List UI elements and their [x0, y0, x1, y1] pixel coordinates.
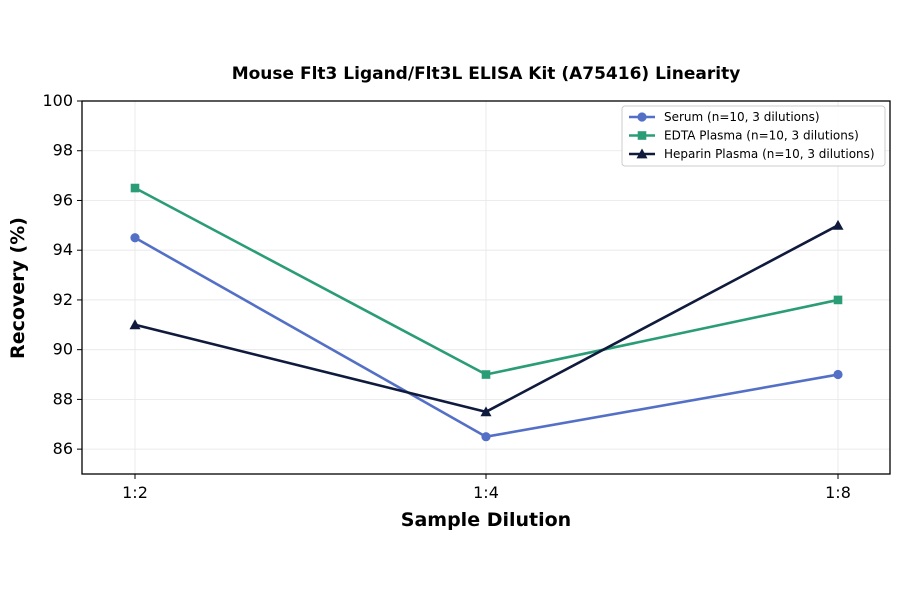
axis-ticks: 86 88 90 92 94 96 98 100 1:2 1:4 1:8: [42, 91, 850, 502]
series-edta: [130, 183, 843, 379]
y-tick-label: 100: [42, 91, 73, 110]
legend-marker: [637, 112, 647, 122]
chart-title: Mouse Flt3 Ligand/Flt3L ELISA Kit (A7541…: [232, 64, 741, 84]
x-tick-label: 1:2: [122, 483, 148, 502]
legend-label: Heparin Plasma (n=10, 3 dilutions): [664, 147, 875, 161]
legend-marker: [636, 148, 648, 159]
data-point-serum: [130, 233, 140, 243]
series-group: [129, 183, 844, 442]
y-tick-label: 88: [53, 389, 73, 408]
y-tick-label: 98: [53, 141, 73, 160]
data-point-heparin: [129, 319, 141, 330]
y-tick-label: 86: [53, 439, 73, 458]
data-point-serum: [481, 432, 491, 442]
data-point-heparin: [832, 219, 844, 230]
legend-label: EDTA Plasma (n=10, 3 dilutions): [664, 129, 859, 143]
x-axis-label: Sample Dilution: [401, 509, 571, 531]
data-point-serum: [833, 369, 843, 380]
y-tick-label: 94: [53, 240, 73, 259]
series-heparin: [129, 219, 844, 417]
legend-item-edta: EDTA Plasma (n=10, 3 dilutions): [629, 129, 859, 143]
y-axis-label: Recovery (%): [7, 217, 29, 359]
data-point-edta: [130, 183, 140, 193]
data-point-heparin: [480, 406, 492, 417]
y-tick-label: 92: [53, 290, 73, 309]
series-line-serum: [134, 236, 839, 439]
series-serum: [130, 233, 843, 442]
series-line-heparin: [134, 224, 839, 414]
y-tick-label: 90: [53, 340, 73, 359]
legend-label: Serum (n=10, 3 dilutions): [664, 110, 820, 124]
legend: Serum (n=10, 3 dilutions) EDTA Plasma (n=…: [621, 105, 886, 167]
x-tick-label: 1:4: [473, 483, 499, 502]
legend-item-heparin: Heparin Plasma (n=10, 3 dilutions): [629, 147, 875, 161]
data-point-edta: [481, 370, 491, 379]
legend-box: [621, 105, 886, 167]
legend-marker: [637, 131, 647, 140]
x-tick-label: 1:8: [825, 483, 851, 502]
y-tick-label: 96: [53, 190, 73, 209]
data-point-edta: [833, 295, 843, 305]
legend-item-serum: Serum (n=10, 3 dilutions): [629, 110, 820, 124]
